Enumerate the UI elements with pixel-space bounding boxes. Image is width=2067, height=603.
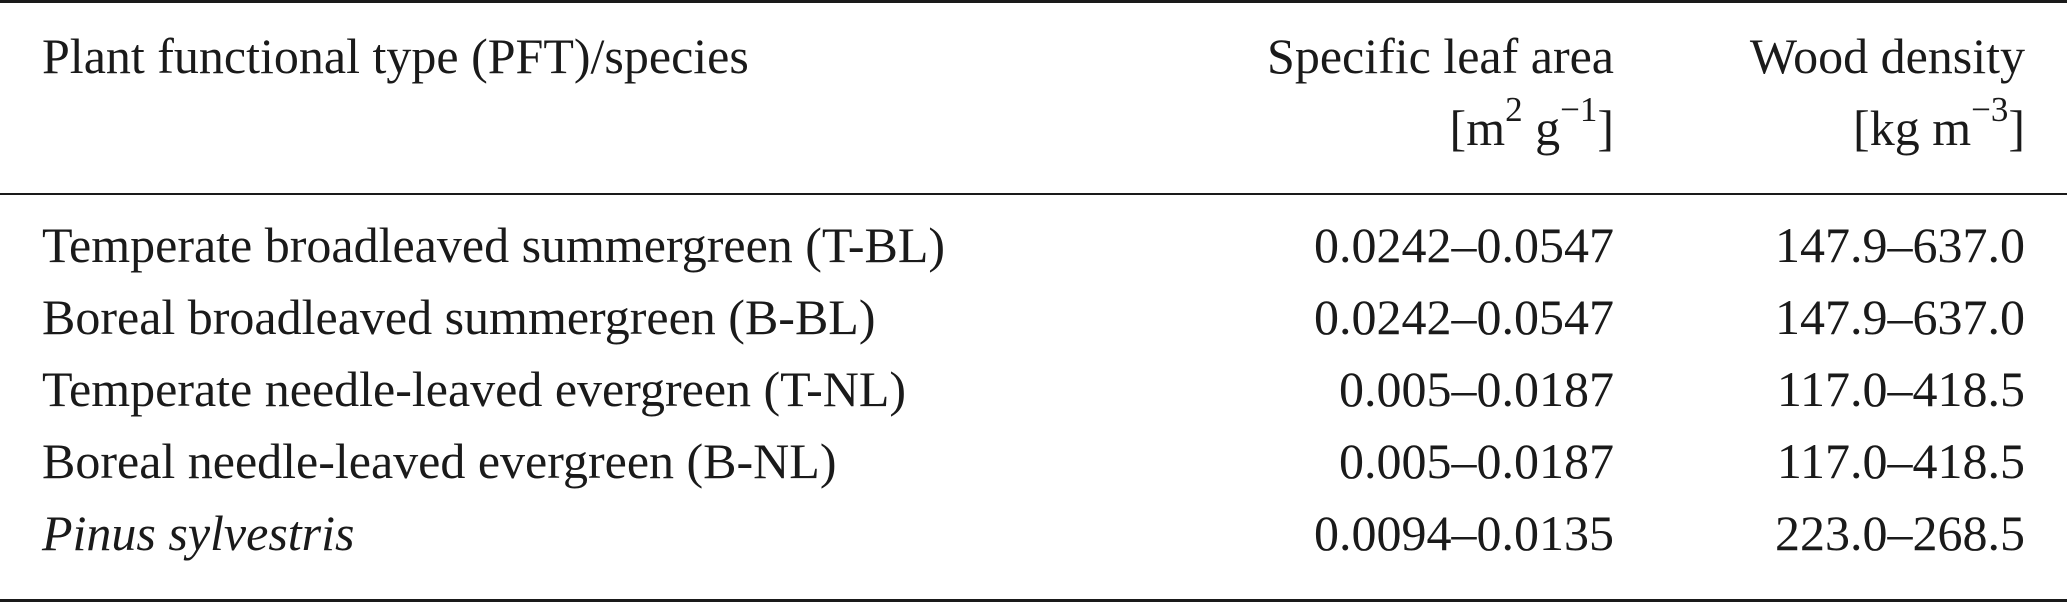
- header-rule: [0, 193, 2067, 195]
- row-wood-density: 147.9–637.0: [1775, 217, 2025, 273]
- header-sla: Specific leaf area: [1267, 28, 1614, 84]
- row-pft: Pinus sylvestris: [42, 505, 355, 561]
- row-sla: 0.0242–0.0547: [1314, 289, 1614, 345]
- row-pft: Boreal needle-leaved evergreen (B-NL): [42, 433, 837, 489]
- row-sla: 0.0242–0.0547: [1314, 217, 1614, 273]
- row-wood-density: 147.9–637.0: [1775, 289, 2025, 345]
- row-sla: 0.005–0.0187: [1339, 433, 1614, 489]
- row-wood-density: 117.0–418.5: [1776, 361, 2025, 417]
- header-pft: Plant functional type (PFT)/species: [42, 28, 749, 84]
- header-wood-density: Wood density: [1749, 28, 2025, 84]
- row-sla: 0.0094–0.0135: [1314, 505, 1614, 561]
- row-pft: Temperate needle-leaved evergreen (T-NL): [42, 361, 907, 417]
- header-wood-density-unit: [kg m−3]: [1853, 90, 2025, 156]
- header-sla-unit: [m2 g−1]: [1449, 90, 1614, 156]
- row-wood-density: 117.0–418.5: [1776, 433, 2025, 489]
- row-pft: Boreal broadleaved summergreen (B-BL): [42, 289, 876, 345]
- top-rule: [0, 0, 2067, 3]
- row-pft: Temperate broadleaved summergreen (T-BL): [42, 217, 946, 273]
- row-wood-density: 223.0–268.5: [1775, 505, 2025, 561]
- bottom-rule: [0, 599, 2067, 602]
- row-sla: 0.005–0.0187: [1339, 361, 1614, 417]
